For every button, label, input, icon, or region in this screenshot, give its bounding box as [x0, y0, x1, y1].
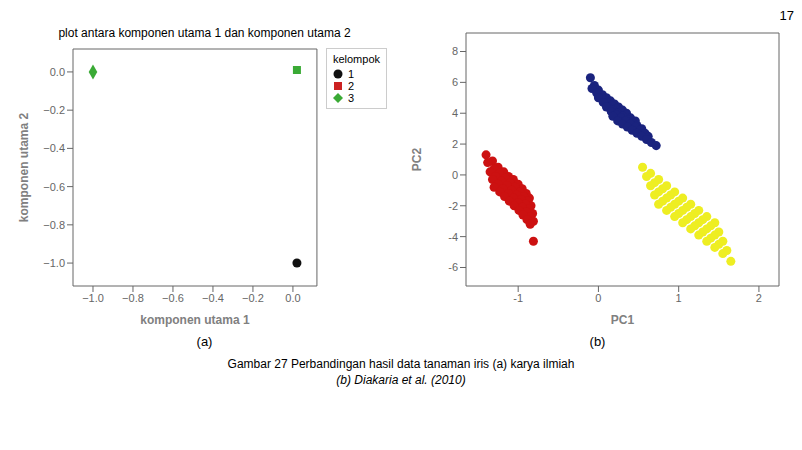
- svg-text:-2: -2: [448, 200, 458, 212]
- svg-text:−0.2: −0.2: [43, 104, 65, 116]
- svg-text:1: 1: [676, 292, 682, 304]
- svg-text:−0.6: −0.6: [43, 181, 65, 193]
- svg-text:-6: -6: [448, 261, 458, 273]
- svg-text:PC1: PC1: [611, 313, 635, 327]
- svg-text:-4: -4: [448, 231, 458, 243]
- svg-text:−1.0: −1.0: [43, 257, 65, 269]
- svg-text:-1: -1: [513, 292, 523, 304]
- html-text:(b): (b): [589, 334, 606, 349]
- html-text:(b) Diakaria et al. (2010): (b) Diakaria et al. (2010): [336, 373, 466, 387]
- svg-text:0.0: 0.0: [50, 66, 65, 78]
- svg-text:0: 0: [452, 169, 458, 181]
- svg-text:−1.0: −1.0: [82, 292, 104, 304]
- svg-text:komponen utama 1: komponen utama 1: [140, 313, 250, 327]
- html-text:Gambar 27 Perbandingan hasil d: Gambar 27 Perbandingan hasil data tanama…: [227, 357, 575, 371]
- svg-text:0: 0: [595, 292, 601, 304]
- html-text:1: 1: [347, 68, 354, 80]
- svg-text:−0.2: −0.2: [242, 292, 264, 304]
- svg-text:6: 6: [452, 76, 458, 88]
- html-text:2: 2: [347, 80, 354, 92]
- svg-text:2: 2: [452, 138, 458, 150]
- svg-text:8: 8: [452, 45, 458, 57]
- svg-text:−0.8: −0.8: [122, 292, 144, 304]
- svg-text:−0.6: −0.6: [162, 292, 184, 304]
- svg-text:2: 2: [756, 292, 762, 304]
- html-text:17: 17: [779, 8, 794, 23]
- svg-text:PC2: PC2: [410, 148, 424, 172]
- svg-text:komponen utama 2: komponen utama 2: [17, 113, 31, 223]
- svg-text:−0.4: −0.4: [202, 292, 224, 304]
- html-text:(a): (a): [196, 334, 213, 349]
- svg-text:−0.4: −0.4: [43, 142, 65, 154]
- html-text:plot antara komponen utama 1 d: plot antara komponen utama 1 dan kompone…: [58, 26, 351, 40]
- html-text:3: 3: [347, 92, 354, 104]
- svg-text:4: 4: [452, 107, 458, 119]
- svg-text:−0.8: −0.8: [43, 219, 65, 231]
- html-text:kelompok: kelompok: [332, 53, 380, 65]
- svg-text:0.0: 0.0: [285, 292, 300, 304]
